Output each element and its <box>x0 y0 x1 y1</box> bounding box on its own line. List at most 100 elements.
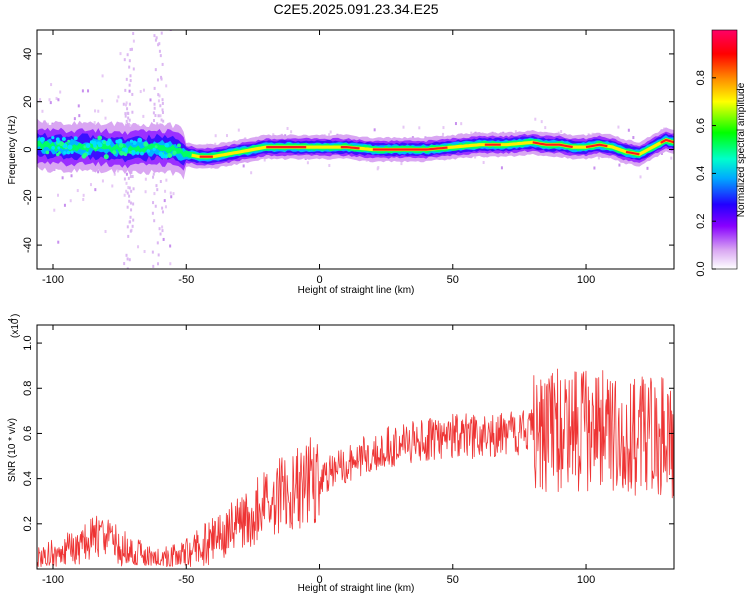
spectrogram-speckle <box>514 130 517 134</box>
spectrogram-speckle <box>328 163 331 167</box>
colorbar-tick-label: 0.6 <box>695 118 707 133</box>
spectrogram-speckle <box>402 125 405 129</box>
spectrogram-speckle <box>153 192 156 196</box>
spectrogram-blob <box>51 145 56 150</box>
spectrogram-speckle <box>157 99 160 103</box>
y-tick-label: -20 <box>22 189 34 205</box>
spectrogram-speckle <box>113 172 116 176</box>
spectrogram-speckle <box>237 128 240 132</box>
spectrogram-speckle <box>128 102 131 106</box>
spectrogram-speckle <box>164 189 167 193</box>
spectrogram-speckle <box>125 189 128 193</box>
spectrogram-blob <box>130 149 136 156</box>
spectrogram-speckle <box>155 184 158 188</box>
spectrogram-speckle <box>329 130 332 134</box>
spectrogram-speckle <box>127 186 130 190</box>
spectrogram-speckle <box>160 77 163 81</box>
spectrogram-speckle <box>153 34 156 38</box>
snr-panel: -100 -50 0 50 100 0.2 0.4 0.6 0.8 1.0 Height of s… <box>7 314 675 594</box>
spectrogram-blob <box>63 151 67 155</box>
spectrogram-speckle <box>242 164 245 168</box>
spectrogram-speckle <box>128 258 131 262</box>
spectrogram-speckle <box>131 92 134 96</box>
spectrogram-speckle <box>70 174 73 178</box>
spectrogram-blob <box>103 140 107 144</box>
spectrogram-speckle <box>125 101 128 105</box>
spectrogram-speckle <box>130 208 133 212</box>
spectrogram-blob <box>55 152 60 157</box>
spectrogram-speckle <box>286 126 289 130</box>
spectrogram-speckle <box>540 120 543 124</box>
spectrogram-speckle <box>82 198 85 202</box>
x-tick-label: 100 <box>577 574 595 586</box>
spectrogram-speckle <box>593 166 596 170</box>
spectrogram-panel: -100 -50 0 50 100 -40 -20 0 20 40 Height of strai… <box>7 29 675 296</box>
spectrogram-blob <box>129 139 134 143</box>
spectrogram-speckle <box>627 128 630 132</box>
spectrogram-blob <box>39 136 45 143</box>
spectrogram-speckle <box>214 142 217 146</box>
spectrogram-blob <box>51 135 55 140</box>
spectrogram-speckle <box>93 121 96 125</box>
spectrogram-speckle <box>149 98 152 102</box>
spectrogram-speckle <box>670 156 673 160</box>
spectrogram-speckle <box>557 131 560 135</box>
spectrogram-speckle <box>272 133 275 137</box>
spectrogram-speckle <box>143 250 146 254</box>
spectrogram-speckle <box>127 176 130 180</box>
spectrogram-blob <box>135 151 140 155</box>
spectrogram-speckle <box>165 84 168 88</box>
spectrogram-speckle <box>73 117 76 121</box>
spectrogram-blob <box>97 135 103 141</box>
spectrogram-speckle <box>125 119 128 123</box>
spectrogram-speckle <box>157 253 160 257</box>
spectrogram-speckle <box>263 158 266 162</box>
y-tick-label: 1.0 <box>22 335 34 350</box>
spectrogram-blob <box>123 147 128 152</box>
spectrogram-speckle <box>161 62 164 66</box>
spectrogram-speckle <box>161 98 164 102</box>
spectrogram-speckle <box>460 122 463 126</box>
spectrogram-blob <box>158 151 164 157</box>
spectrogram-speckle <box>617 125 620 129</box>
spectrogram-speckle <box>59 90 62 94</box>
spectrogram-speckle <box>123 193 126 197</box>
spectrogram-speckle <box>125 253 128 257</box>
spectrogram-speckle <box>126 257 129 261</box>
spectrogram-marks <box>37 30 674 269</box>
spectrogram-blob <box>117 138 123 144</box>
spectrogram-speckle <box>63 203 66 207</box>
spectrogram-speckle <box>290 130 293 134</box>
spectrogram-speckle <box>132 218 135 222</box>
spectrogram-speckle <box>160 118 163 122</box>
spectrogram-speckle <box>169 191 172 195</box>
colorbar-label: Normalized spectral amplitude <box>736 82 747 217</box>
spectrogram-speckle <box>156 122 159 126</box>
spectrogram-speckle <box>159 104 162 108</box>
spectrogram-speckle <box>544 126 547 130</box>
spectrogram-blob <box>66 150 71 155</box>
spectrogram-speckle <box>132 202 135 206</box>
spectrogram-blob <box>45 150 50 155</box>
spectrogram-speckle <box>482 160 485 164</box>
spectrogram-speckle <box>129 79 132 83</box>
spectrogram-speckle <box>157 93 160 97</box>
spectrogram-blob <box>164 142 170 148</box>
spectrogram-blob <box>83 145 87 149</box>
colorbar-tick-label: 0.2 <box>695 214 707 229</box>
spectrogram-speckle <box>157 43 160 47</box>
spectrogram-speckle <box>116 169 119 173</box>
spectrogram-speckle <box>94 188 97 192</box>
spectrogram-speckle <box>161 111 164 115</box>
spectrogram-speckle <box>632 136 635 140</box>
snr-multiplier-exp: 4 <box>8 318 15 322</box>
spectrogram-speckle <box>161 206 164 210</box>
spectrogram-speckle <box>154 114 157 118</box>
spectrogram-speckle <box>97 109 100 113</box>
spectrogram-speckle <box>124 88 127 92</box>
spectrogram-speckle <box>55 96 58 100</box>
spectrogram-blob <box>112 150 117 155</box>
spectrogram-speckle <box>129 229 132 233</box>
spectrogram-speckle <box>156 241 159 245</box>
spectrogram-speckle <box>126 205 129 209</box>
